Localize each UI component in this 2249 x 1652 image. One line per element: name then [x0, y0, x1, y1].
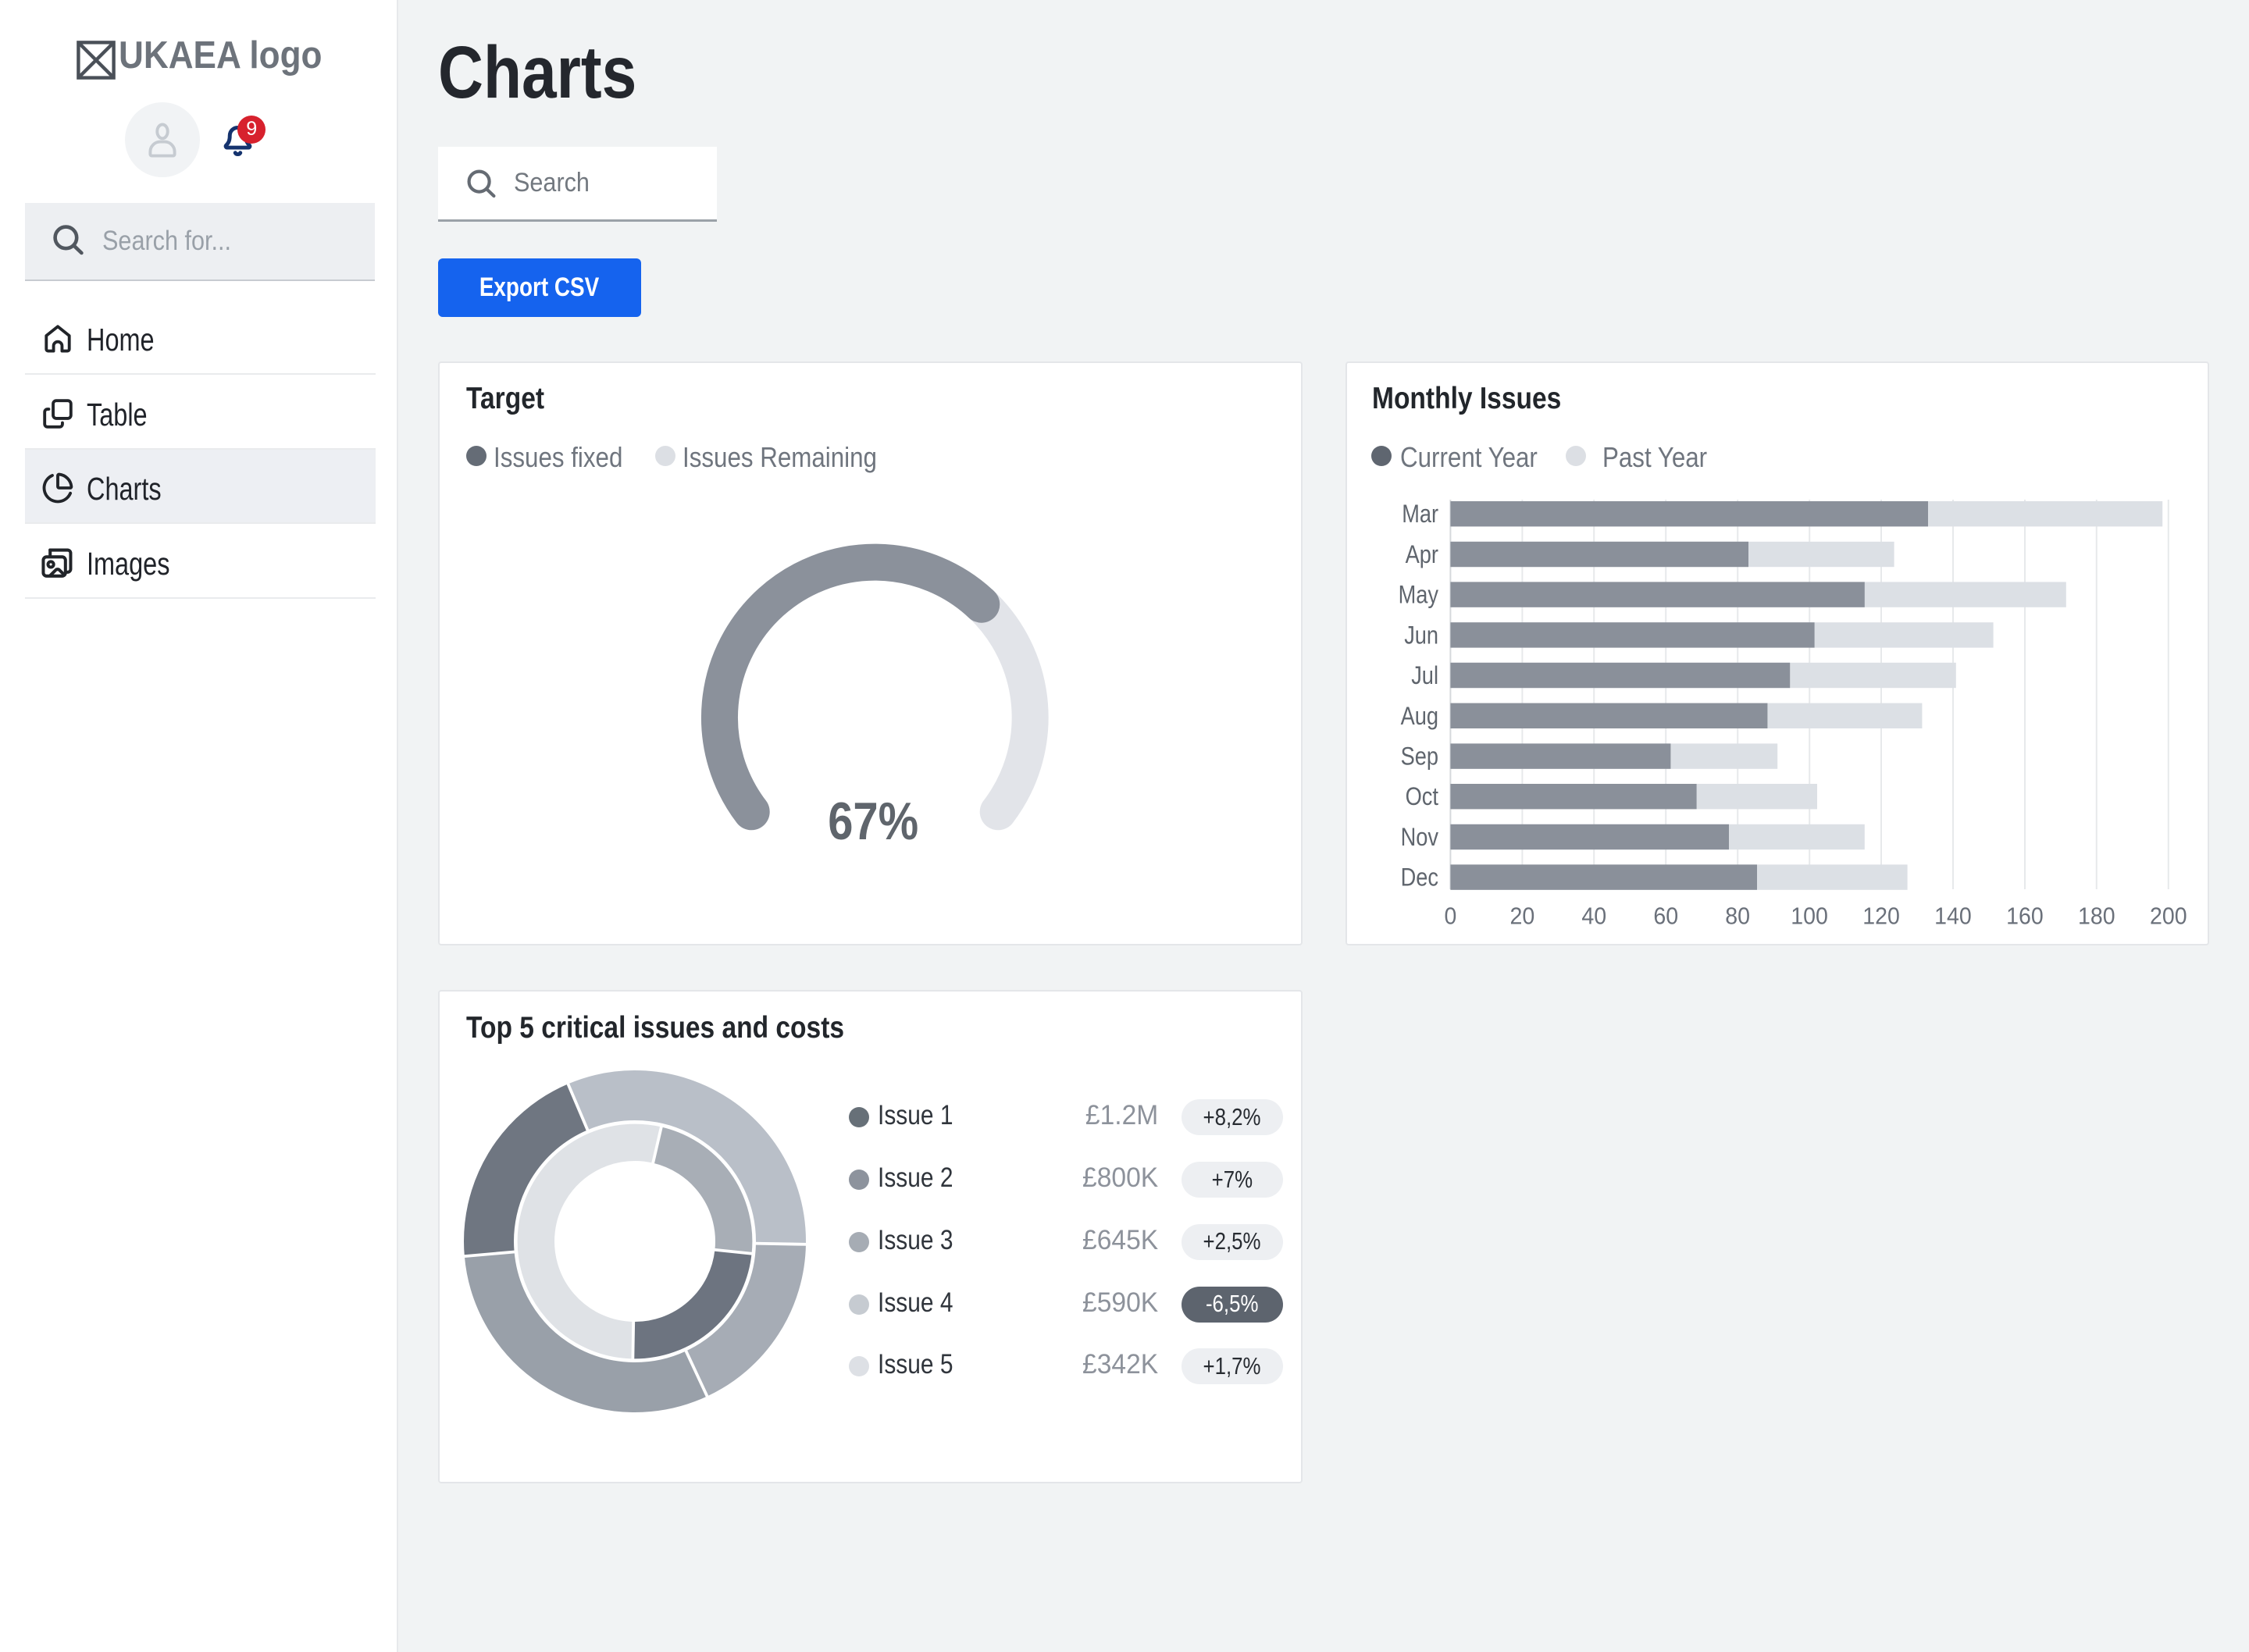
svg-text:200: 200 [2150, 902, 2187, 929]
svg-text:180: 180 [2078, 902, 2115, 929]
svg-text:Oct: Oct [1406, 782, 1438, 810]
svg-text:140: 140 [1934, 902, 1972, 929]
svg-text:80: 80 [1725, 902, 1750, 929]
svg-text:Dec: Dec [1401, 863, 1438, 892]
svg-text:Sep: Sep [1401, 742, 1438, 771]
svg-text:160: 160 [2006, 902, 2044, 929]
svg-text:40: 40 [1581, 902, 1606, 929]
svg-text:Jun: Jun [1404, 621, 1438, 649]
svg-text:Aug: Aug [1401, 702, 1438, 730]
svg-text:100: 100 [1791, 902, 1828, 929]
svg-text:120: 120 [1862, 902, 1900, 929]
svg-text:Jul: Jul [1411, 661, 1438, 689]
svg-text:Mar: Mar [1402, 500, 1438, 528]
svg-text:Nov: Nov [1401, 823, 1438, 851]
svg-text:67%: 67% [828, 792, 918, 851]
svg-text:0: 0 [1445, 902, 1457, 929]
svg-text:Apr: Apr [1406, 540, 1439, 568]
svg-text:60: 60 [1653, 902, 1678, 929]
svg-text:May: May [1399, 581, 1438, 609]
svg-text:20: 20 [1509, 902, 1534, 929]
